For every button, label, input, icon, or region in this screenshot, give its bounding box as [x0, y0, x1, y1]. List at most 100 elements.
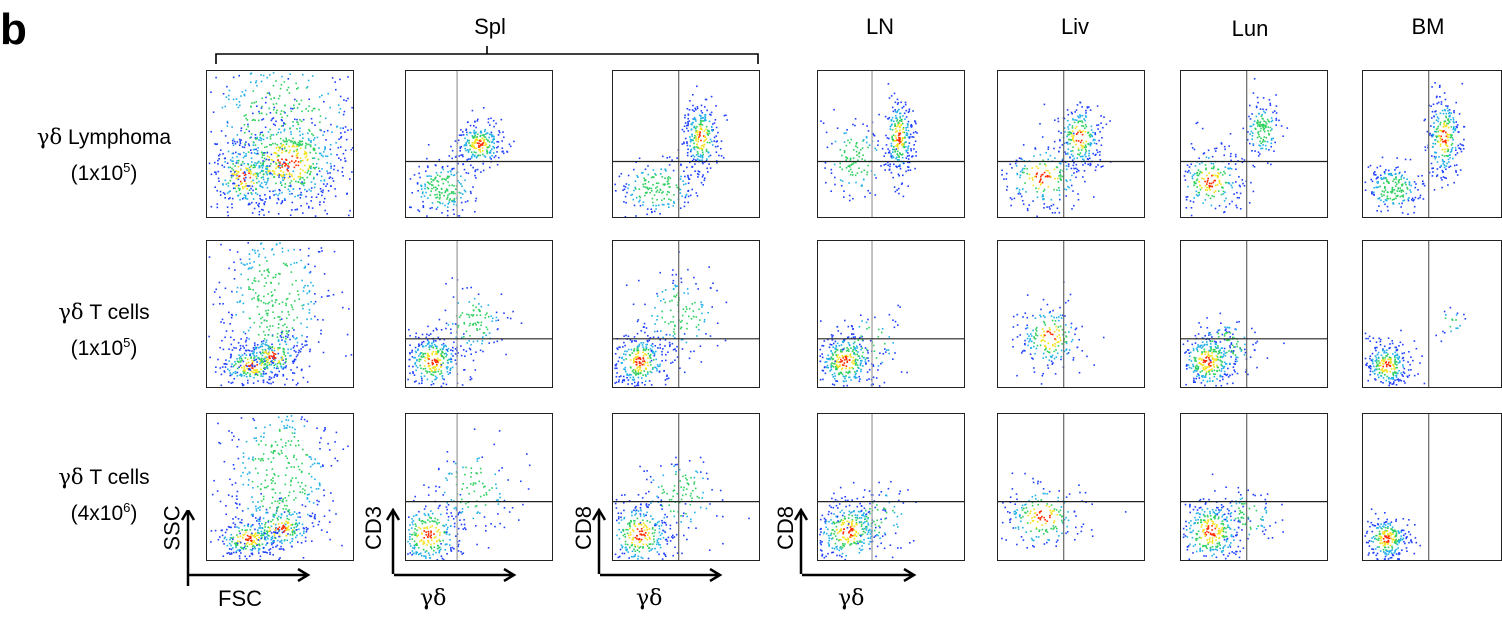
row-label-1-sup: 5	[123, 160, 131, 175]
flow-plot-r2-c4	[817, 240, 965, 388]
flow-plot-dots	[819, 304, 908, 387]
row-label-3-rest: T cells	[83, 466, 150, 489]
flow-plot-dots	[1364, 508, 1421, 560]
axis-label-plot2-x: γδ	[420, 586, 447, 611]
flow-plot-canvas	[998, 414, 1144, 560]
flow-plot-canvas	[1181, 414, 1327, 560]
axis-arrow-plot3-x	[600, 568, 723, 582]
flow-plot-dots	[1012, 281, 1105, 385]
flow-plot-dots	[614, 456, 750, 560]
spl-bracket	[215, 46, 759, 64]
flow-plot-canvas	[1364, 241, 1467, 387]
flow-plot-dots	[614, 251, 728, 387]
row-label-2-rest: T cells	[83, 301, 150, 324]
flow-plot-canvas	[1181, 241, 1327, 387]
flow-plot-r1-c7	[1362, 70, 1502, 218]
column-label-ln: LN	[865, 14, 895, 39]
flow-plot-dots	[407, 277, 523, 387]
flow-plot-dots	[210, 415, 349, 560]
row-label-3-sup: 6	[123, 500, 131, 515]
flow-plot-dots	[208, 72, 353, 217]
flow-plot-dots	[409, 107, 515, 217]
row-label-2-suffix: )	[130, 337, 138, 360]
flow-plot-canvas	[1181, 71, 1327, 217]
flow-plot-r1-c6	[1180, 70, 1328, 218]
flow-plot-r1-c4	[817, 70, 965, 218]
flow-plot-dots	[1001, 472, 1127, 549]
row-label-3: γδ T cells (4x106)	[4, 462, 204, 529]
flow-plot-r2-c7	[1362, 240, 1502, 388]
row-label-1-greek: γδ	[36, 125, 63, 149]
axis-label-plot3-y: CD8	[571, 505, 597, 551]
axis-arrow-plot2-y	[386, 508, 400, 574]
row-label-2: γδ T cells (1x105)	[4, 297, 204, 364]
flow-plot-r1-c1	[206, 70, 354, 218]
flow-plot-r3-c6	[1180, 413, 1328, 561]
flow-plot-dots	[1182, 473, 1284, 560]
axis-arrow-plot2-x	[394, 568, 517, 582]
flow-plot-dots	[614, 85, 728, 217]
row-label-1-prefix: (1x10	[70, 162, 124, 185]
axis-label-plot3-x: γδ	[636, 586, 663, 611]
flow-plot-dots	[1001, 101, 1112, 217]
axis-arrow-scatter-x	[188, 568, 311, 582]
flow-plot-r1-c5	[997, 70, 1145, 218]
axis-label-plot4-x: γδ	[838, 586, 865, 611]
flow-plot-r2-c5	[997, 240, 1145, 388]
axis-arrow-plot4-x	[802, 568, 917, 582]
flow-plot-dots	[1183, 78, 1289, 217]
flow-plot-canvas	[406, 71, 552, 217]
axis-label-plot2-y: CD3	[361, 505, 387, 551]
flow-plot-dots	[407, 428, 531, 560]
panel-letter: b	[0, 5, 27, 54]
axis-label-plot4-y: CD8	[773, 505, 799, 551]
flow-plot-dots	[819, 480, 917, 560]
flow-plot-canvas	[406, 414, 552, 560]
flow-plot-r3-c4	[817, 413, 965, 561]
flow-plot-canvas	[1364, 71, 1466, 217]
axis-label-ssc: SSC	[159, 505, 185, 551]
row-label-2-prefix: (1x10	[70, 337, 124, 360]
row-label-1-suffix: )	[130, 162, 138, 185]
row-label-3-prefix: (4x10	[70, 502, 124, 525]
row-label-1: γδ Lymphoma (1x105)	[4, 122, 204, 189]
row-label-3-greek: γδ	[58, 465, 84, 489]
row-label-3-suffix: )	[130, 502, 138, 525]
axis-arrow-plot3-y	[592, 508, 606, 574]
flow-plot-r2-c6	[1180, 240, 1328, 388]
group-label-spl: Spl	[474, 14, 506, 39]
flow-plot-canvas	[818, 414, 964, 560]
flow-plot-canvas	[208, 72, 353, 217]
flow-plot-r3-c2	[405, 413, 553, 561]
flow-plot-canvas	[613, 241, 759, 387]
flow-plot-canvas	[210, 415, 349, 560]
flow-plot-r1-c2	[405, 70, 553, 218]
axis-label-fsc: FSC	[218, 586, 262, 611]
flow-plot-r1-c3	[612, 70, 760, 218]
row-label-2-sup: 5	[123, 335, 131, 350]
column-label-liv: Liv	[1060, 14, 1090, 39]
flow-plot-dots	[1364, 306, 1467, 387]
flow-plot-r2-c1	[206, 240, 354, 388]
flow-plot-canvas	[613, 414, 759, 560]
flow-plot-dots	[1364, 82, 1466, 215]
flow-plot-r3-c5	[997, 413, 1145, 561]
flow-plot-dots	[208, 242, 353, 387]
flow-plot-canvas	[1012, 241, 1105, 387]
flow-plot-r3-c3	[612, 413, 760, 561]
row-label-2-greek: γδ	[58, 300, 84, 324]
flow-plot-canvas	[406, 241, 552, 387]
axis-arrows-scatter	[180, 510, 196, 586]
flow-plot-r2-c3	[612, 240, 760, 388]
flow-plot-canvas	[998, 71, 1144, 217]
flow-plot-canvas	[818, 71, 964, 217]
row-label-1-rest: Lymphoma	[62, 126, 172, 149]
flow-plot-r3-c1	[206, 413, 354, 561]
flow-plot-dots	[1182, 312, 1285, 387]
flow-plot-canvas	[818, 241, 964, 387]
column-label-lun: Lun	[1231, 16, 1269, 41]
axis-arrow-plot4-y	[794, 508, 808, 574]
column-label-bm: BM	[1411, 14, 1445, 39]
flow-plot-canvas	[1364, 414, 1430, 560]
flow-plot-r3-c7	[1362, 413, 1502, 561]
